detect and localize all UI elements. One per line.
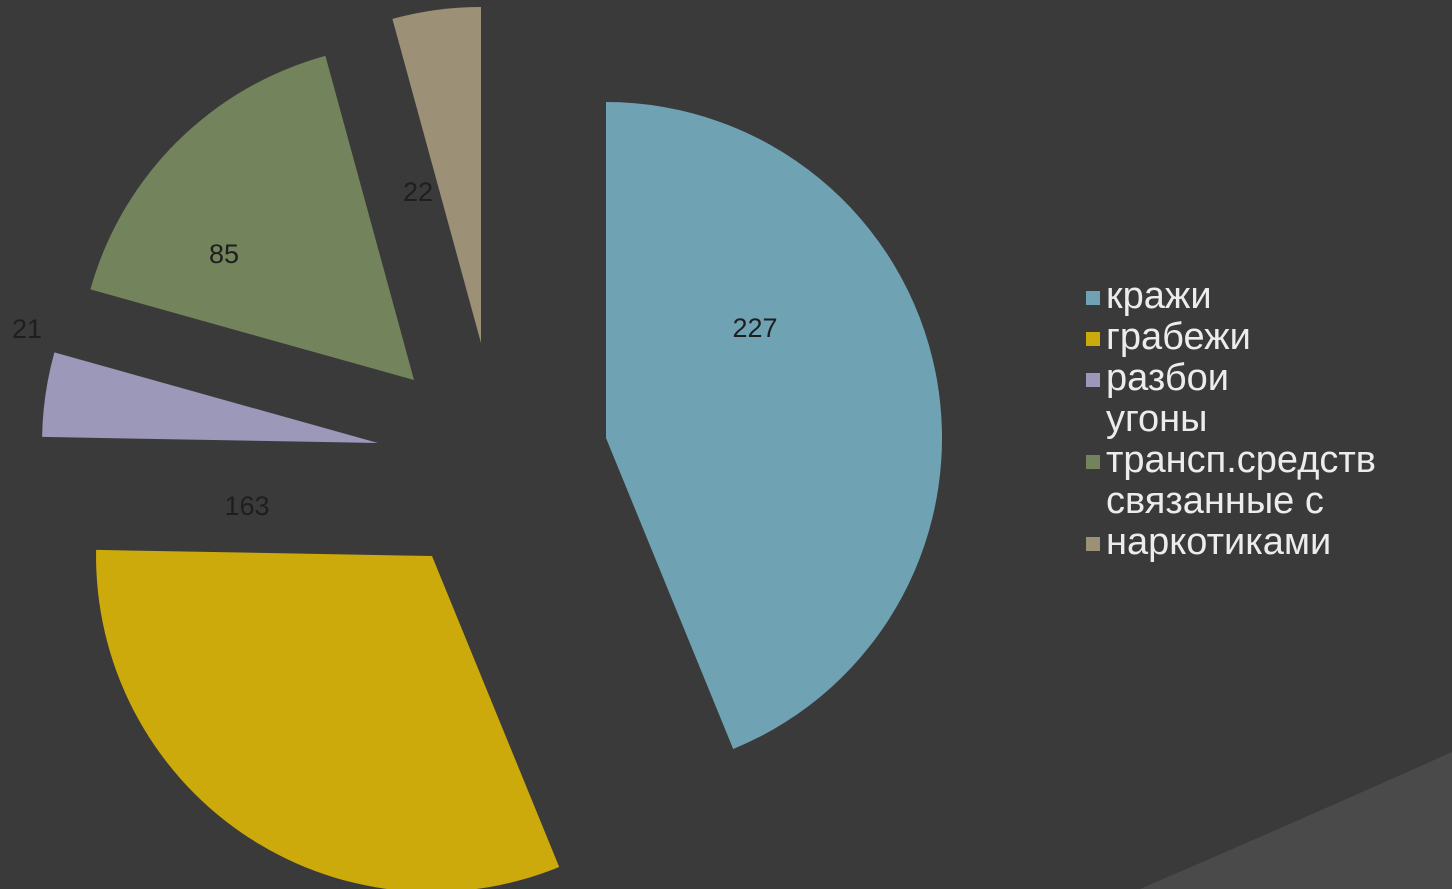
pie-slice-razboi <box>42 352 378 443</box>
legend-label-razboi: разбои <box>1106 357 1229 399</box>
pie-value-label-ugony: 85 <box>209 239 239 269</box>
legend-swatch-ugony <box>1086 455 1100 469</box>
legend-swatch-narkotiki <box>1086 537 1100 551</box>
pie-value-label-razboi: 21 <box>12 314 42 344</box>
legend-swatch-krazhi <box>1086 291 1100 305</box>
legend-swatch-grabezhi <box>1086 332 1100 346</box>
legend-swatch-razboi <box>1086 373 1100 387</box>
legend-item-krazhi: кражи <box>1086 276 1452 317</box>
legend-label-krazhi: кражи <box>1106 275 1212 317</box>
pie-value-labels: 227 163 21 85 22 <box>12 177 778 521</box>
pie-slice-krazhi <box>606 102 943 749</box>
pie-slices <box>42 7 943 889</box>
pie-slice-narkotiki <box>392 7 481 343</box>
pie-slice-grabezhi <box>96 549 560 889</box>
legend-label-narkotiki: связанные с наркотиками <box>1106 480 1332 563</box>
chart-legend: кражи грабежи разбои угоны трансп.средст… <box>1086 276 1452 563</box>
legend-label-ugony: угоны трансп.средств <box>1106 398 1376 481</box>
legend-item-grabezhi: грабежи <box>1086 317 1452 358</box>
pie-value-label-krazhi: 227 <box>732 313 777 343</box>
legend-item-narkotiki: связанные с наркотиками <box>1086 481 1452 563</box>
pie-value-label-narkotiki: 22 <box>403 177 433 207</box>
legend-item-razboi: разбои <box>1086 358 1452 399</box>
legend-label-grabezhi: грабежи <box>1106 316 1251 358</box>
legend-item-ugony: угоны трансп.средств <box>1086 399 1452 481</box>
pie-slice-ugony <box>90 55 415 381</box>
pie-value-label-grabezhi: 163 <box>224 491 269 521</box>
